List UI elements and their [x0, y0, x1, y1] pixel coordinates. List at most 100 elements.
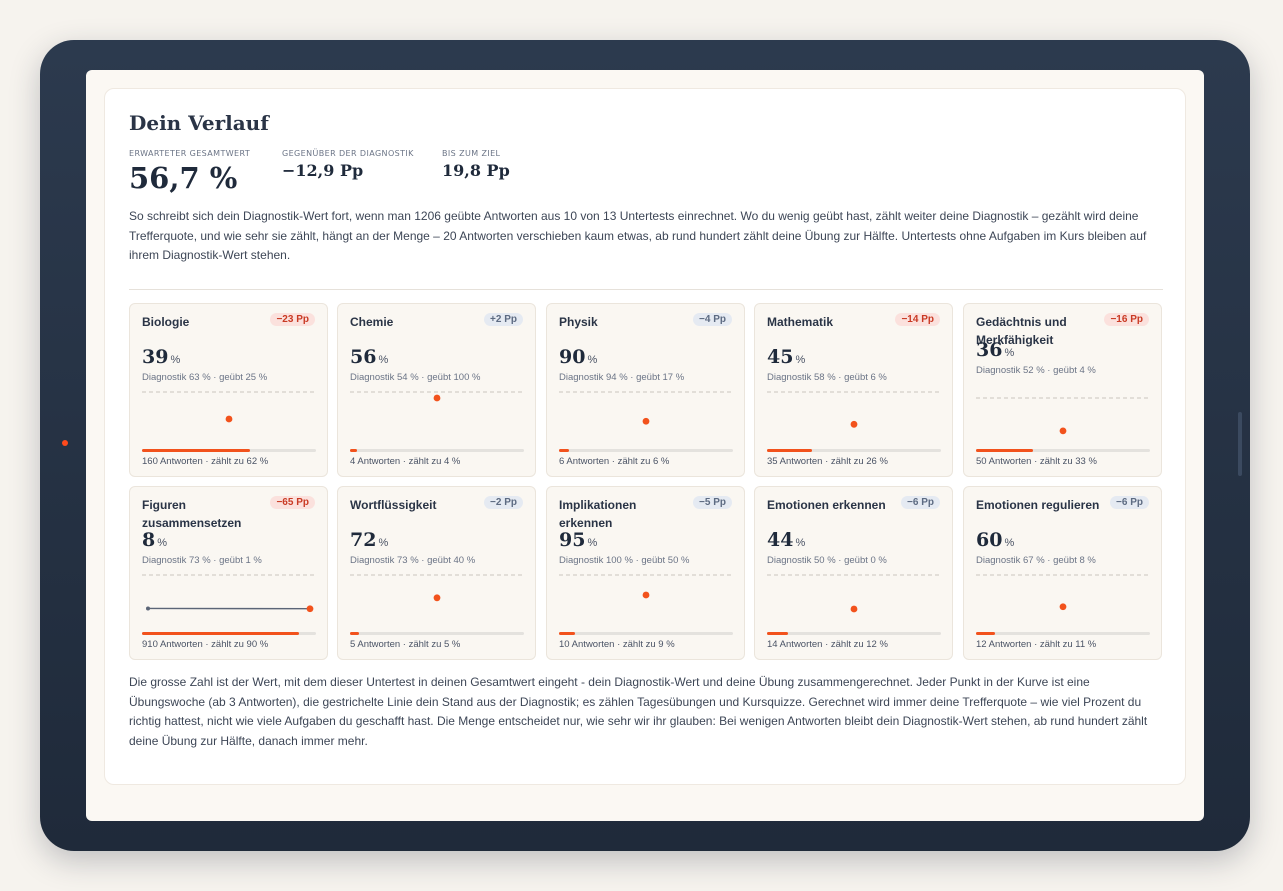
weekly-trend-plot	[559, 391, 733, 425]
subtest-score: 39%	[142, 346, 180, 368]
subtest-name: Biologie	[142, 315, 190, 329]
weight-bar-fill	[559, 449, 570, 452]
stat-label: Gegenüber der Diagnostik	[282, 149, 414, 158]
score-unit: %	[587, 354, 598, 366]
subtest-card[interactable]: Wortflüssigkeit −2 Pp 72% Diagnostik 73 % ·…	[337, 486, 536, 660]
weight-bar-fill	[142, 449, 250, 452]
score-unit: %	[1004, 537, 1015, 549]
subtest-breakdown: Diagnostik 52 % · geübt 4 %	[976, 365, 1096, 376]
subtest-card[interactable]: Emotionen regulieren −6 Pp 60% Diagnostik 6…	[963, 486, 1162, 660]
delta-badge: −6 Pp	[1110, 496, 1149, 509]
week-point	[433, 394, 441, 402]
subtest-breakdown: Diagnostik 73 % · geübt 40 %	[350, 555, 476, 566]
weight-bar-fill	[350, 449, 357, 452]
score-value: 95	[559, 529, 586, 551]
weight-bar	[350, 449, 524, 452]
subtest-name: Emotionen regulieren	[976, 498, 1100, 512]
score-unit: %	[795, 354, 806, 366]
weight-bar-fill	[976, 449, 1034, 452]
week-point	[1059, 427, 1067, 435]
subtest-score: 95%	[559, 529, 597, 551]
subtest-answers: 5 Antworten · zählt zu 5 %	[350, 639, 461, 650]
score-value: 36	[976, 339, 1003, 361]
weight-bar	[559, 632, 733, 635]
week-point	[642, 417, 650, 425]
subtest-score: 8%	[142, 529, 167, 551]
score-value: 90	[559, 346, 586, 368]
score-unit: %	[1004, 347, 1015, 359]
divider	[129, 289, 1163, 290]
subtest-name: Gedächtnis und Merkfähigkeit	[976, 315, 1067, 347]
weekly-trend-plot	[350, 391, 524, 402]
subtest-answers: 14 Antworten · zählt zu 12 %	[767, 639, 888, 650]
camera-dot	[62, 440, 68, 446]
week-point	[225, 415, 233, 423]
subtest-answers: 6 Antworten · zählt zu 6 %	[559, 456, 670, 467]
week-point	[433, 594, 441, 602]
subtest-answers: 160 Antworten · zählt zu 62 %	[142, 456, 269, 467]
score-value: 60	[976, 529, 1003, 551]
delta-badge: −16 Pp	[1104, 313, 1149, 326]
weight-bar	[142, 632, 316, 635]
weight-bar-fill	[976, 632, 996, 635]
subtest-card[interactable]: Implikationen erkennen −5 Pp 95% Diagnostik…	[546, 486, 745, 660]
subtest-card[interactable]: Gedächtnis und Merkfähigkeit −16 Pp 36% Dia…	[963, 303, 1162, 477]
weekly-trend-plot	[350, 574, 524, 602]
subtest-breakdown: Diagnostik 58 % · geübt 6 %	[767, 372, 887, 383]
delta-badge: −4 Pp	[693, 313, 732, 326]
tablet-frame: Dein Verlauf Erwarteter Gesamtwert 56,7 …	[40, 40, 1250, 851]
subtest-card[interactable]: Biologie −23 Pp 39% Diagnostik 63 % · geübt…	[129, 303, 328, 477]
score-value: 45	[767, 346, 794, 368]
subtest-card[interactable]: Emotionen erkennen −6 Pp 44% Diagnostik 50 …	[754, 486, 953, 660]
subtest-score: 36%	[976, 339, 1014, 361]
progress-panel: Dein Verlauf Erwarteter Gesamtwert 56,7 …	[104, 88, 1186, 785]
weekly-trend-plot	[767, 391, 941, 428]
subtest-card[interactable]: Physik −4 Pp 90% Diagnostik 94 % · geübt 17…	[546, 303, 745, 477]
subtest-score: 45%	[767, 346, 805, 368]
subtest-score: 90%	[559, 346, 597, 368]
weekly-trend-plot	[976, 574, 1150, 611]
subtest-answers: 10 Antworten · zählt zu 9 %	[559, 639, 675, 650]
page-title: Dein Verlauf	[129, 111, 269, 135]
stat-label: Erwarteter Gesamtwert	[129, 149, 251, 158]
subtest-name: Chemie	[350, 315, 394, 329]
screen: Dein Verlauf Erwarteter Gesamtwert 56,7 …	[86, 70, 1204, 821]
intro-text: So schreibt sich dein Diagnostik-Wert fo…	[129, 209, 1147, 262]
delta-badge: +2 Pp	[484, 313, 523, 326]
subtest-breakdown: Diagnostik 54 % · geübt 100 %	[350, 372, 481, 383]
delta-badge: −65 Pp	[270, 496, 315, 509]
subtest-name: Mathematik	[767, 315, 834, 329]
weekly-trend-plot	[559, 574, 733, 599]
score-unit: %	[378, 537, 389, 549]
weight-bar	[976, 632, 1150, 635]
weight-bar	[350, 632, 524, 635]
score-value: 39	[142, 346, 169, 368]
weight-bar-fill	[767, 632, 788, 635]
delta-badge: −5 Pp	[693, 496, 732, 509]
subtest-answers: 910 Antworten · zählt zu 90 %	[142, 639, 269, 650]
week-point	[850, 420, 858, 428]
subtest-card[interactable]: Mathematik −14 Pp 45% Diagnostik 58 % · geü…	[754, 303, 953, 477]
score-unit: %	[378, 354, 389, 366]
score-value: 44	[767, 529, 794, 551]
week-point	[146, 606, 150, 611]
week-point	[1059, 603, 1067, 611]
weight-bar	[976, 449, 1150, 452]
subtest-name: Emotionen erkennen	[767, 498, 886, 512]
week-point	[306, 605, 314, 613]
delta-badge: −2 Pp	[484, 496, 523, 509]
subtest-card[interactable]: Figuren zusammensetzen −65 Pp 8% Diagnostik…	[129, 486, 328, 660]
stat-value: −12,9 Pp	[282, 161, 364, 180]
explanation-text: Die grosse Zahl ist der Wert, mit dem di…	[129, 675, 1148, 748]
score-unit: %	[795, 537, 806, 549]
subtest-card[interactable]: Chemie +2 Pp 56% Diagnostik 54 % · geübt 10…	[337, 303, 536, 477]
week-point	[850, 605, 858, 613]
subtest-name: Wortflüssigkeit	[350, 498, 437, 512]
subtest-answers: 12 Antworten · zählt zu 11 %	[976, 639, 1097, 650]
weekly-trend-plot	[976, 397, 1150, 435]
subtest-name: Figuren zusammensetzen	[142, 498, 242, 530]
stat-expected-total: Erwarteter Gesamtwert 56,7 %	[129, 149, 250, 195]
subtest-answers: 4 Antworten · zählt zu 4 %	[350, 456, 461, 467]
weight-bar	[767, 632, 941, 635]
score-unit: %	[587, 537, 598, 549]
